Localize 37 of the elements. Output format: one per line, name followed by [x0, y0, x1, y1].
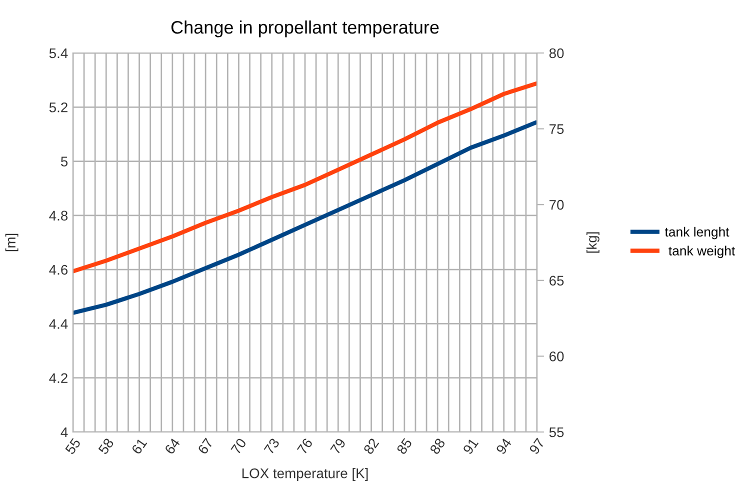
x-tick-label: 61: [131, 438, 148, 455]
legend-label: tank lenght: [664, 226, 730, 240]
x-tick-label: 94: [496, 437, 512, 455]
y-tick-label: 4.2: [49, 373, 68, 383]
y-tick-label: 5.2: [49, 102, 68, 112]
legend-label: tank weight: [668, 246, 736, 258]
x-tick-label: 73: [264, 438, 280, 455]
y2-tick-label: 60: [550, 352, 564, 362]
x-tick-label: 85: [396, 438, 412, 455]
x-tick-label: 58: [98, 438, 114, 455]
x-tick-label: 76: [296, 438, 314, 455]
y2-tick-label: 55: [549, 427, 564, 438]
line-series: [73, 120, 537, 315]
y-tick-label: 5: [60, 156, 68, 166]
y-tick-label: 4.6: [49, 264, 68, 275]
y2-tick-label: 65: [550, 276, 564, 286]
chart-title: Change in propellant temperature: [171, 20, 439, 38]
x-tick-label: 67: [197, 438, 214, 455]
x-tick-label: 70: [230, 438, 247, 455]
x-tick-label: 55: [64, 438, 82, 455]
y2-tick-label: 80: [549, 48, 564, 58]
x-tick-label: 91: [462, 438, 479, 455]
y-axis-title: [m]: [5, 234, 18, 252]
x-tick-label: 82: [363, 438, 380, 455]
y-tick-label: 4: [60, 427, 68, 438]
x-axis-title: LOX temperature [K]: [242, 468, 368, 481]
y-tick-label: 4.4: [49, 319, 68, 329]
x-tick-label: 79: [330, 438, 346, 455]
y2-tick-label: 75: [550, 124, 564, 134]
y2-axis-title: [kg]: [586, 232, 600, 253]
x-tick-label: 88: [429, 438, 446, 455]
y-tick-label: 4.8: [49, 210, 68, 221]
y2-tick-label: 70: [550, 200, 564, 210]
y-tick-label: 5.4: [49, 48, 68, 58]
line-series: [73, 81, 537, 274]
x-tick-label: 64: [164, 437, 181, 455]
x-tick-label: 97: [528, 438, 545, 455]
